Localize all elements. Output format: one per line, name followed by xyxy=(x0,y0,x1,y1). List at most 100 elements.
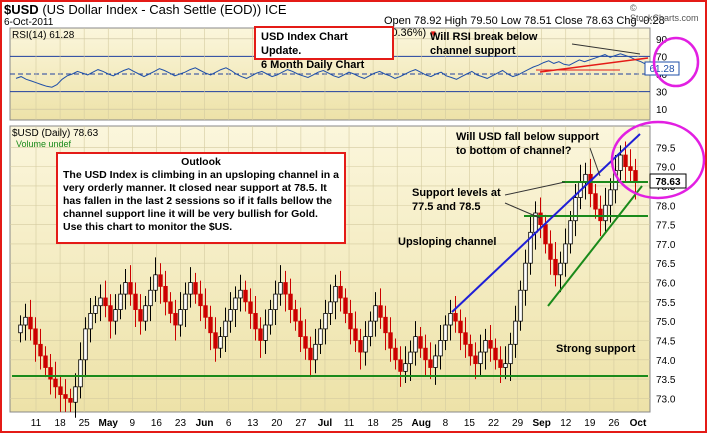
price-tick-label: 78.0 xyxy=(656,201,676,212)
candle-body xyxy=(208,316,213,334)
candle-body xyxy=(318,328,323,345)
candle-body xyxy=(88,313,93,330)
price-tick-label: 75.5 xyxy=(656,298,676,309)
candle-body xyxy=(168,301,173,314)
candle-body xyxy=(473,355,478,365)
candle-body xyxy=(183,293,188,310)
candle-body xyxy=(593,193,598,210)
support-note-pointer-2 xyxy=(504,202,541,219)
candle-body xyxy=(563,243,568,264)
header-date: 6-Oct-2011 xyxy=(4,17,54,28)
x-tick-label: May xyxy=(99,418,119,429)
x-tick-label: 25 xyxy=(79,418,91,429)
candle-body xyxy=(608,189,613,206)
chart-title-box: USD Index Chart Update. 6 Month Daily Ch… xyxy=(254,26,394,71)
down-arrow-icon: ▼ xyxy=(429,29,438,38)
candle-body xyxy=(583,173,588,183)
candle-body xyxy=(128,282,133,295)
candle-body xyxy=(438,340,443,357)
x-tick-label: 26 xyxy=(608,418,620,429)
price-tick-label: 75.0 xyxy=(656,317,676,328)
x-tick-label: 23 xyxy=(175,418,187,429)
volume-label: Volume undef xyxy=(16,139,72,149)
candle-body xyxy=(478,351,483,365)
candle-body xyxy=(513,320,518,345)
candle-body xyxy=(548,243,553,260)
price-tick-label: 73.0 xyxy=(656,394,676,405)
x-tick-label: Sep xyxy=(533,418,551,429)
candle-body xyxy=(588,173,593,195)
candle-body xyxy=(373,305,378,322)
candle-body xyxy=(368,320,373,338)
rsi-value-tag-text: 61.28 xyxy=(649,64,674,75)
candle-body xyxy=(98,297,103,307)
usd-note-pointer xyxy=(589,147,601,177)
candle-body xyxy=(308,347,313,361)
rsi-tick-label: 70 xyxy=(656,52,668,63)
candle-body xyxy=(213,332,218,349)
candle-body xyxy=(193,282,198,295)
candle-body xyxy=(313,343,318,361)
candle-body xyxy=(123,282,128,295)
candle-body xyxy=(443,324,448,341)
candle-body xyxy=(118,293,123,310)
support-note-line2: 77.5 and 78.5 xyxy=(412,201,481,213)
header-symbol: $USD xyxy=(4,2,39,17)
candle-body xyxy=(288,293,293,310)
candle-body xyxy=(63,394,68,399)
candle-body xyxy=(488,340,493,349)
candle-body xyxy=(453,313,458,322)
rsi-note: Will RSI break below channel support xyxy=(430,30,537,58)
rsi-label: RSI(14) 61.28 xyxy=(12,30,75,41)
candle-body xyxy=(203,305,208,318)
candle-body xyxy=(283,282,288,295)
candle-body xyxy=(33,328,38,345)
candle-body xyxy=(633,170,638,183)
candle-body xyxy=(413,336,418,353)
candle-body xyxy=(238,289,243,299)
price-label: $USD (Daily) 78.63 xyxy=(12,128,99,139)
header-exchange: ICE xyxy=(264,2,287,17)
candle-body xyxy=(218,336,223,349)
x-tick-label: 11 xyxy=(344,418,355,429)
chart-title-line1: USD Index Chart Update. xyxy=(261,31,348,57)
candle-body xyxy=(303,336,308,349)
candle-body xyxy=(43,355,48,368)
candle-body xyxy=(598,208,603,222)
x-tick-label: 18 xyxy=(368,418,380,429)
channel-support-line xyxy=(547,185,643,307)
x-tick-label: 12 xyxy=(560,418,572,429)
x-tick-label: 22 xyxy=(488,418,500,429)
candle-body xyxy=(143,305,148,322)
candle-body xyxy=(603,204,608,222)
candle-body xyxy=(253,313,258,330)
header-name: (US Dollar Index - Cash Settle (EOD)) xyxy=(42,2,262,17)
x-tick-label: 9 xyxy=(130,418,136,429)
x-tick-label: 11 xyxy=(31,418,42,429)
price-tick-label: 79.5 xyxy=(656,143,676,154)
candle-body xyxy=(458,320,463,334)
candle-body xyxy=(393,347,398,361)
candle-body xyxy=(333,285,338,303)
candle-body xyxy=(433,355,438,368)
candle-body xyxy=(338,285,343,299)
candle-body xyxy=(543,224,548,245)
candle-body xyxy=(328,301,333,314)
x-tick-label: 19 xyxy=(584,418,596,429)
rsi-tick-label: 30 xyxy=(656,88,668,99)
outlook-title: Outlook xyxy=(181,156,221,168)
candle-body xyxy=(423,347,428,361)
candle-body xyxy=(233,297,238,310)
candle-body xyxy=(228,309,233,322)
candle-body xyxy=(613,170,618,191)
strong-support-note: Strong support xyxy=(556,343,636,355)
usd-note: Will USD fall below support to bottom of… xyxy=(456,130,599,158)
x-tick-label: 25 xyxy=(392,418,404,429)
candle-body xyxy=(508,343,513,365)
price-tick-label: 74.5 xyxy=(656,336,676,347)
candle-body xyxy=(148,289,153,307)
channel-note: Upsloping channel xyxy=(398,236,497,248)
x-tick-label: 8 xyxy=(443,418,449,429)
x-tick-label: 13 xyxy=(247,418,259,429)
price-tick-label: 76.0 xyxy=(656,279,676,290)
